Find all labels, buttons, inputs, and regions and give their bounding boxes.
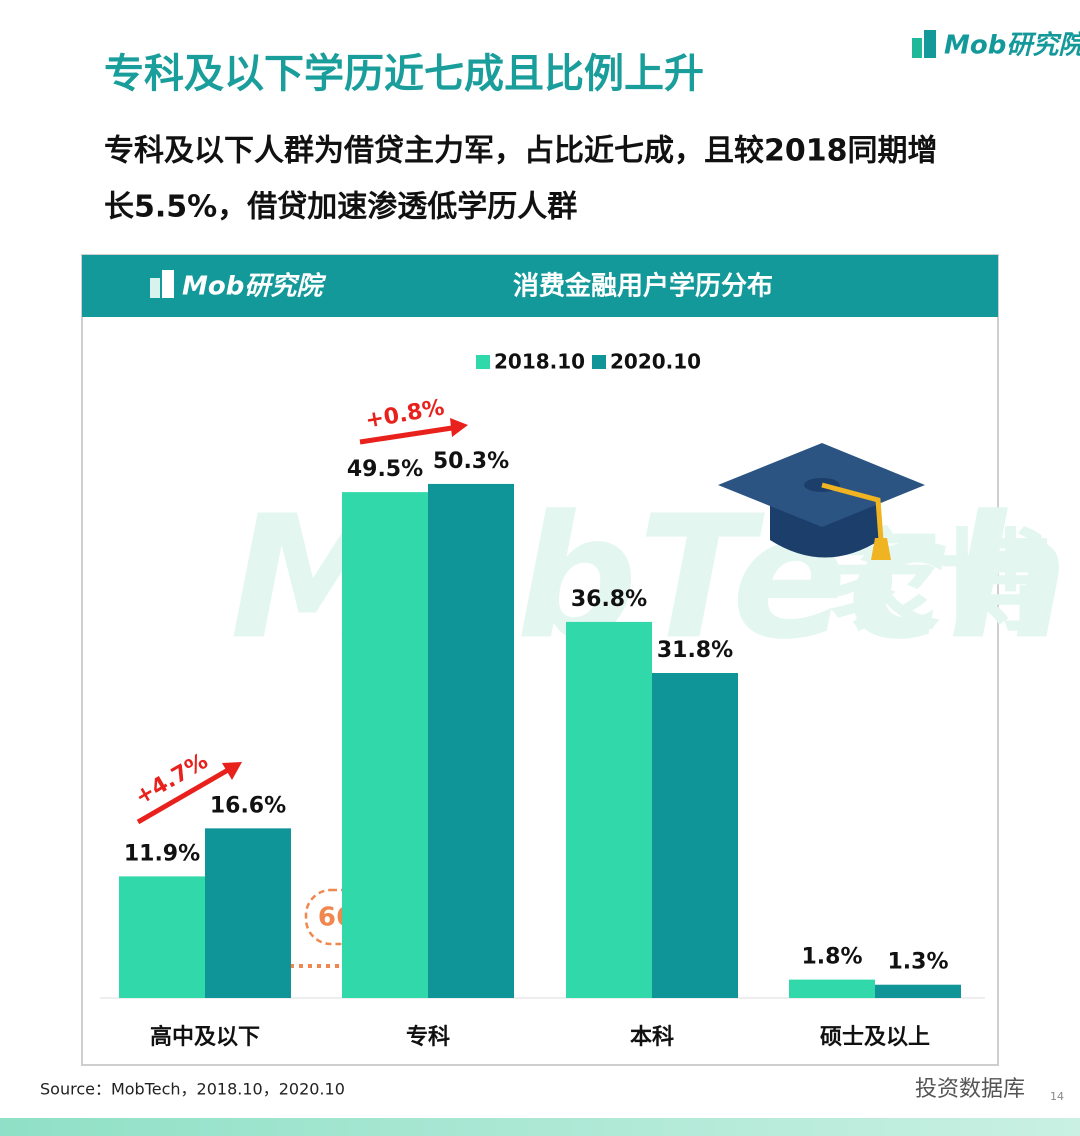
footer-strip [0, 1118, 1080, 1136]
bar [566, 621, 652, 998]
x-tick-label: 硕士及以上 [820, 1025, 930, 1050]
subtitle-line: 专科及以下人群为借贷主力军，占比近七成，且较2018同期增 [104, 134, 938, 169]
value-label: 49.5% [347, 457, 423, 482]
bar [428, 483, 514, 999]
legend-label: 2018.10 [494, 350, 585, 374]
legend-swatch [476, 355, 490, 369]
bar [652, 673, 738, 998]
bar [205, 828, 291, 998]
header-logo: Mob研究院 [150, 270, 326, 302]
value-label: 50.3% [433, 449, 509, 474]
x-tick-label: 本科 [630, 1025, 674, 1050]
source-note: Source：MobTech，2018.10，2020.10 [40, 1080, 345, 1099]
bar [119, 876, 205, 998]
slide-title: 专科及以下学历近七成且比例上升 [104, 51, 704, 97]
value-label: 36.8% [571, 587, 647, 612]
chart-header [82, 255, 998, 317]
graduation-cap-icon [718, 443, 925, 560]
logo: Mob研究院 [912, 30, 1080, 61]
x-tick-label: 高中及以下 [150, 1024, 260, 1050]
bar [875, 984, 961, 998]
bar [789, 979, 875, 998]
bar [342, 492, 428, 998]
value-label: 11.9% [124, 841, 200, 866]
value-label: 1.3% [887, 950, 948, 975]
value-label: 1.8% [801, 945, 862, 970]
logo-text: Mob研究院 [944, 31, 1080, 61]
value-label: 16.6% [210, 793, 286, 818]
subtitle-line: 长5.5%，借贷加速渗透低学历人群 [104, 190, 577, 225]
change-arrow [136, 762, 242, 825]
wechat-watermark: 投资数据库 [915, 1077, 1025, 1102]
page-number: 14 [1050, 1090, 1064, 1103]
change-arrow [359, 418, 468, 445]
legend-swatch [592, 355, 606, 369]
x-tick-label: 专科 [406, 1024, 450, 1050]
legend-label: 2020.10 [610, 350, 701, 374]
chart-title: 消费金融用户学历分布 [513, 271, 773, 302]
value-label: 31.8% [657, 638, 733, 663]
logo-text: Mob研究院 [182, 272, 326, 302]
